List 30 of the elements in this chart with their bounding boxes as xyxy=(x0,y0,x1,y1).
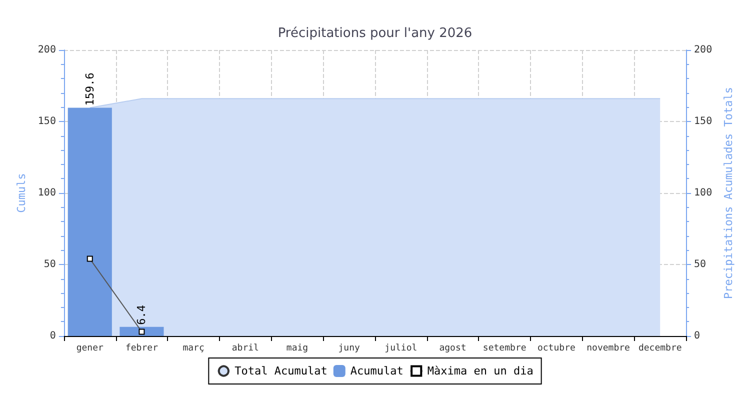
y2-tick-label: 0 xyxy=(694,330,700,342)
x-tick-label: decembre xyxy=(638,344,682,354)
legend-label: Acumulat xyxy=(350,364,404,378)
x-tick-label: setembre xyxy=(482,344,526,354)
data-label: 159.6 xyxy=(83,72,96,106)
x-tick-label: agost xyxy=(439,344,466,354)
x-tick-label: abril xyxy=(232,344,259,354)
y-tick-label: 100 xyxy=(38,188,56,198)
x-tick-label: octubre xyxy=(537,344,576,354)
y2-tick-label: 150 xyxy=(694,116,712,127)
x-tick-label: març xyxy=(182,344,204,354)
x-tick-label: novembre xyxy=(586,344,630,354)
y2-tick-label: 200 xyxy=(694,44,712,56)
y-axis-title: Cumuls xyxy=(15,173,28,213)
x-tick-label: juliol xyxy=(384,344,418,354)
legend-label: Màxima en un dia xyxy=(427,364,534,378)
y-tick-label: 200 xyxy=(38,44,56,56)
y2-axis-title: Precipitations Acumulades Totals xyxy=(722,87,735,299)
data-label: 6.4 xyxy=(135,304,148,325)
legend-label: Total Acumulat xyxy=(234,364,328,378)
x-tick-label: gener xyxy=(76,344,104,354)
y-tick-label: 50 xyxy=(44,259,56,270)
y-tick-label: 150 xyxy=(38,116,56,127)
x-tick-label: maig xyxy=(286,344,308,354)
x-tick-label: juny xyxy=(338,344,360,354)
y2-tick-label: 50 xyxy=(694,259,706,270)
x-tick-label: febrer xyxy=(125,344,159,354)
y2-tick-label: 100 xyxy=(694,188,712,198)
chart-title: Précipitations pour l'any 2026 xyxy=(278,26,472,41)
y-tick-label: 0 xyxy=(50,330,56,342)
